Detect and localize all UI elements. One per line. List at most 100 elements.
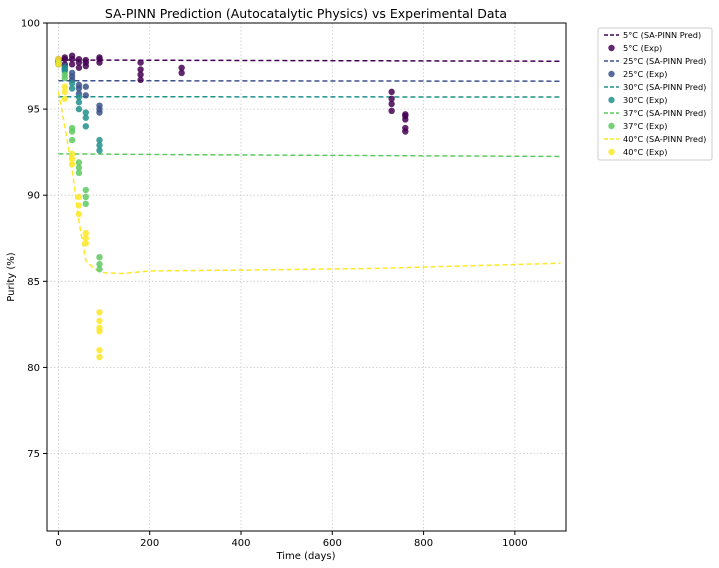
- legend-marker-swatch: [608, 122, 615, 130]
- data-point: [68, 61, 76, 68]
- prediction-lines: [57, 59, 561, 275]
- data-point: [178, 64, 185, 71]
- data-point: [75, 99, 83, 106]
- y-tick-label: 100: [21, 19, 40, 30]
- data-point: [68, 124, 76, 132]
- data-point: [68, 69, 76, 77]
- legend-item: 30°C (Exp): [608, 95, 667, 105]
- data-point: [68, 161, 76, 168]
- legend-label: 30°C (Exp): [623, 95, 667, 105]
- x-tick-label: 200: [140, 538, 159, 549]
- x-tick-label: 0: [55, 538, 61, 549]
- data-point: [137, 71, 144, 78]
- data-point: [75, 55, 83, 63]
- experimental-points: [55, 52, 409, 361]
- legend-item: 5°C (Exp): [608, 43, 662, 53]
- legend-item: 5°C (SA-PINN Pred): [604, 30, 701, 40]
- data-point: [96, 346, 103, 354]
- legend-label: 37°C (Exp): [623, 121, 667, 131]
- legend-item: 40°C (Exp): [608, 147, 667, 157]
- data-point: [68, 150, 76, 158]
- y-tick-label: 85: [27, 277, 40, 288]
- data-point: [75, 105, 83, 113]
- data-point: [75, 169, 83, 177]
- data-point: [96, 136, 103, 144]
- legend-marker-swatch: [608, 44, 615, 52]
- legend-label: 40°C (Exp): [623, 147, 667, 157]
- data-point: [68, 136, 76, 144]
- x-tick-label: 600: [323, 538, 342, 549]
- data-point: [82, 193, 90, 201]
- x-tick-label: 800: [414, 538, 433, 549]
- data-point: [68, 80, 76, 87]
- data-point: [82, 109, 90, 116]
- data-point: [55, 61, 62, 68]
- data-point: [82, 56, 90, 64]
- data-point: [75, 193, 83, 201]
- legend-label: 37°C (SA-PINN Pred): [623, 108, 706, 118]
- legend-item: 30°C (SA-PINN Pred): [604, 82, 706, 92]
- data-point: [388, 95, 395, 102]
- x-tick-label: 400: [231, 538, 250, 549]
- data-point: [82, 114, 90, 121]
- data-point: [61, 54, 68, 61]
- data-point: [82, 92, 90, 99]
- data-point: [61, 95, 68, 102]
- y-tick-label: 80: [27, 363, 40, 374]
- data-point: [55, 55, 62, 63]
- x-axis-label: Time (days): [275, 551, 335, 562]
- data-point: [82, 186, 90, 194]
- prediction-line: [58, 79, 561, 82]
- data-point: [82, 200, 90, 208]
- data-point: [96, 309, 103, 316]
- data-point: [402, 111, 409, 118]
- legend-label: 25°C (SA-PINN Pred): [623, 56, 706, 66]
- data-point: [82, 235, 90, 242]
- legend-label: 5°C (Exp): [623, 43, 662, 53]
- y-tick-label: 90: [27, 191, 40, 202]
- data-point: [68, 52, 76, 59]
- data-point: [75, 210, 83, 218]
- y-axis-label: Purity (%): [6, 252, 17, 302]
- data-point: [96, 266, 103, 273]
- data-point: [82, 240, 90, 247]
- y-axis-ticks: 75 80 85 90 95 100: [21, 19, 47, 460]
- data-point: [68, 155, 76, 163]
- legend-label: 40°C (SA-PINN Pred): [623, 134, 706, 144]
- data-point: [137, 76, 144, 84]
- data-point: [75, 81, 83, 89]
- legend-item: 37°C (Exp): [608, 121, 667, 131]
- legend-marker-swatch: [608, 70, 615, 78]
- data-point: [388, 88, 395, 96]
- data-point: [61, 83, 68, 90]
- data-point: [96, 54, 103, 61]
- data-point: [137, 66, 144, 73]
- legend-frame: [597, 27, 713, 161]
- prediction-line: [58, 153, 561, 158]
- legend-label: 30°C (SA-PINN Pred): [623, 82, 706, 92]
- data-point: [402, 124, 409, 132]
- data-point: [96, 142, 103, 149]
- legend-label: 5°C (SA-PINN Pred): [623, 30, 701, 40]
- grid-lines: [47, 22, 566, 531]
- data-point: [388, 100, 395, 108]
- data-point: [61, 88, 68, 96]
- chart-title: SA-PINN Prediction (Autocatalytic Physic…: [105, 6, 507, 21]
- legend-marker-swatch: [608, 148, 615, 156]
- data-point: [96, 324, 103, 331]
- data-point: [75, 64, 83, 71]
- prediction-line: [58, 59, 561, 62]
- y-tick-label: 75: [27, 449, 40, 460]
- data-point: [388, 107, 395, 115]
- legend-item: 25°C (SA-PINN Pred): [604, 56, 706, 66]
- legend-marker-swatch: [608, 96, 615, 104]
- data-point: [178, 69, 185, 77]
- legend: 5°C (SA-PINN Pred) 5°C (Exp) 25°C (SA-PINN…: [597, 27, 713, 161]
- data-point: [75, 159, 83, 166]
- plot-area-frame: [46, 22, 567, 532]
- data-point: [75, 164, 83, 171]
- data-point: [61, 64, 68, 71]
- data-point: [96, 147, 103, 154]
- data-point: [75, 202, 83, 209]
